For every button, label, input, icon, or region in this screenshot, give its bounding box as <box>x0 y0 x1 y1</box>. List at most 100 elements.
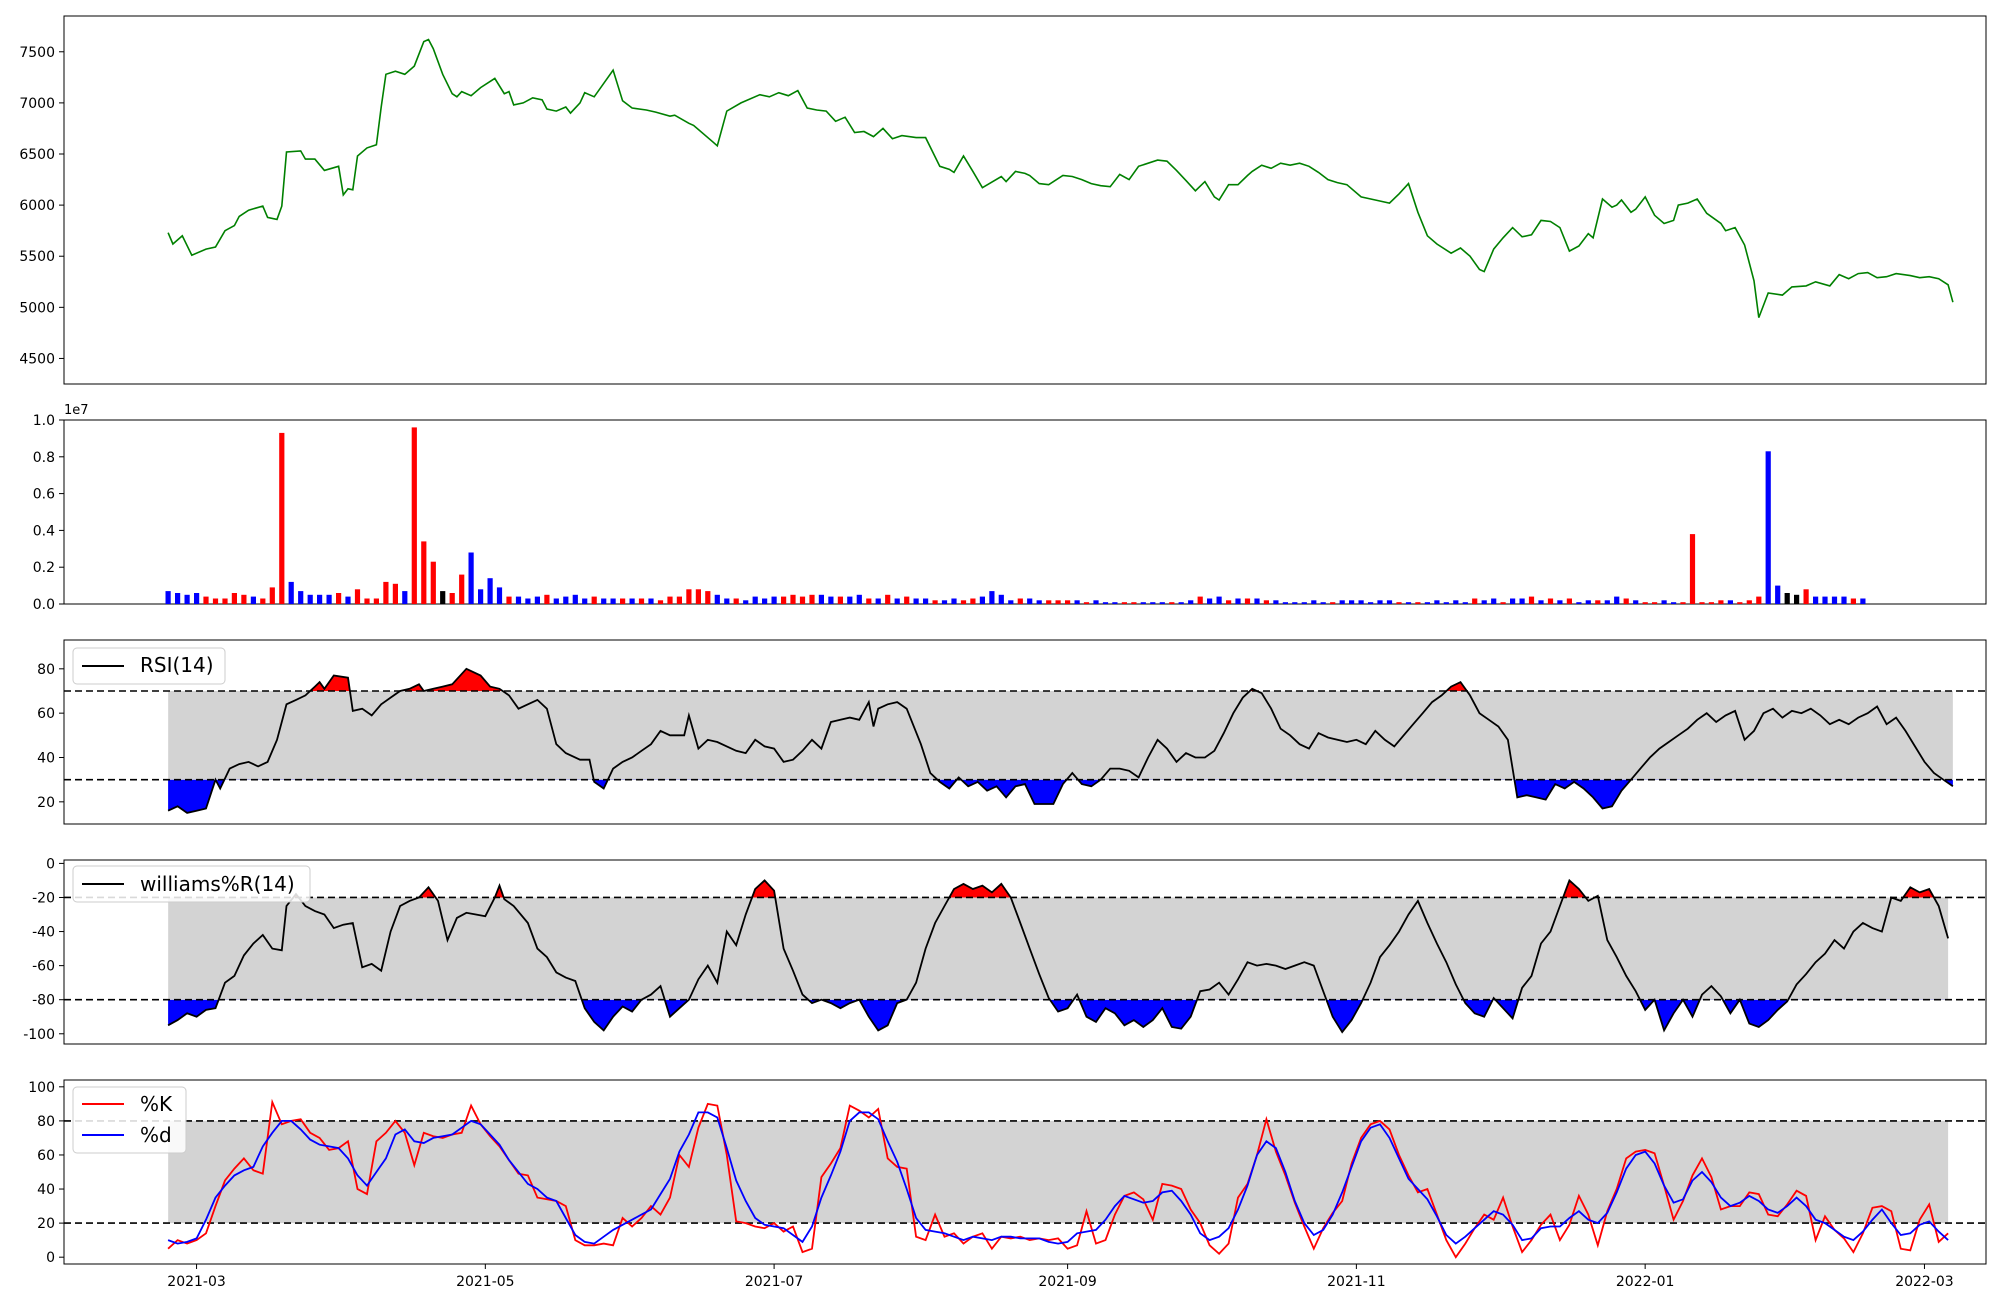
volume-bar <box>762 598 768 604</box>
volume-bar <box>1292 602 1298 604</box>
volume-bar <box>1850 598 1856 604</box>
stochastic-legend-label-k: %K <box>140 1092 173 1116</box>
volume-bar <box>1585 600 1591 604</box>
volume-bar <box>743 600 749 604</box>
volume-bar <box>1860 598 1866 604</box>
volume-bar <box>269 587 275 604</box>
volume-bar <box>904 596 910 604</box>
volume-bar <box>875 598 881 604</box>
x-axis-tick-label: 2021-09 <box>1038 1274 1097 1290</box>
volume-bar <box>1273 600 1279 604</box>
volume-bar <box>212 598 219 604</box>
price-panel: 4500 5000 5500 6000 6500 7000 7500 <box>19 15 1987 385</box>
x-axis-tick-label: 2021-11 <box>1327 1274 1386 1290</box>
volume-bar <box>1405 602 1412 604</box>
price-ytick-label: 7000 <box>19 96 55 112</box>
volume-bar <box>1472 598 1478 604</box>
axes-frame <box>63 859 1987 1045</box>
volume-bar <box>1510 598 1516 604</box>
volume-bar <box>572 594 578 604</box>
volume-bar <box>250 596 256 604</box>
volume-bar <box>1263 600 1269 604</box>
volume-bar <box>184 594 190 604</box>
volume-bar <box>1737 602 1743 604</box>
volume-bar <box>989 591 995 604</box>
volume-bar <box>506 596 512 604</box>
volume-bar <box>629 598 635 604</box>
volume-bar <box>563 596 569 604</box>
volume-bar <box>525 598 531 604</box>
volume-bar <box>1377 600 1383 604</box>
volume-bar <box>326 594 332 604</box>
volume-bar <box>1055 600 1061 604</box>
williams-r-legend: williams%R(14) <box>72 865 311 903</box>
volume-bar <box>1652 602 1658 604</box>
volume-bar <box>913 598 919 604</box>
volume-bar <box>1443 602 1449 604</box>
volume-bar <box>222 598 228 604</box>
stochastic-ytick-label: 40 <box>37 1182 55 1198</box>
volume-bar <box>515 596 522 604</box>
volume-bar <box>686 589 692 604</box>
volume-bar <box>1188 600 1194 604</box>
stochastic-ytick-label: 20 <box>37 1216 55 1232</box>
volume-bar <box>1822 596 1828 604</box>
volume-ytick-label: 0.8 <box>33 450 55 466</box>
volume-bar <box>1566 598 1572 604</box>
stochastic-panel: 0 20 40 60 80 100 2021-03 2021-05 2021-07 2021-09… <box>28 1079 1987 1290</box>
volume-bar <box>676 596 682 604</box>
volume-bar <box>336 593 342 604</box>
volume-bar <box>1491 598 1497 604</box>
volume-bar <box>1311 600 1317 604</box>
axes-frame <box>63 15 1987 385</box>
volume-bar <box>1576 602 1582 604</box>
volume-bar <box>1083 602 1090 604</box>
volume-bar <box>705 591 711 604</box>
volume-bar <box>1746 600 1752 604</box>
volume-bar <box>553 598 559 604</box>
volume-bar <box>1093 600 1099 604</box>
williams-r-line <box>167 878 1949 1034</box>
volume-bar <box>923 598 929 604</box>
x-axis-tick-label: 2022-01 <box>1616 1274 1675 1290</box>
volume-bar <box>260 598 266 604</box>
volume-bar <box>1595 600 1601 604</box>
rsi-legend-label: RSI(14) <box>140 653 214 677</box>
volume-bar <box>1244 598 1251 604</box>
volume-bar <box>1036 600 1042 604</box>
volume-bar <box>856 594 862 604</box>
volume-bar <box>449 593 455 604</box>
volume-bar <box>1519 598 1525 604</box>
volume-bar <box>1689 534 1696 604</box>
volume-bar <box>1453 600 1459 604</box>
volume-bar <box>1794 594 1800 604</box>
williams-r-ytick-label: -40 <box>32 925 55 941</box>
volume-bar <box>1718 600 1724 604</box>
volume-bar <box>440 591 446 604</box>
volume-bar <box>790 594 796 604</box>
price-ytick-label: 6500 <box>19 147 55 163</box>
price-line <box>167 38 1954 318</box>
volume-bar <box>1386 600 1393 604</box>
volume-bar <box>818 594 824 604</box>
volume-bar <box>1330 602 1336 604</box>
volume-bar <box>1557 600 1563 604</box>
volume-bar <box>1358 600 1364 604</box>
stochastic-ytick-label: 80 <box>37 1114 55 1130</box>
axes-frame <box>63 1079 1987 1265</box>
volume-bar <box>383 581 389 604</box>
volume-bar <box>231 593 237 604</box>
volume-bar <box>1765 451 1771 604</box>
volume-bar <box>1065 600 1071 604</box>
volume-bar <box>638 598 645 604</box>
volume-bar <box>1462 602 1468 604</box>
volume-bar <box>298 591 304 604</box>
volume-ytick-label: 0.0 <box>33 597 55 613</box>
rsi-ytick-label: 20 <box>37 795 55 811</box>
volume-bar <box>1661 600 1667 604</box>
stochastic-neutral-band <box>168 1120 1949 1224</box>
volume-bar <box>1027 598 1033 604</box>
rsi-panel: 20 40 60 80 <box>37 639 1987 825</box>
stochastic-legend-label-d: %d <box>140 1123 172 1147</box>
